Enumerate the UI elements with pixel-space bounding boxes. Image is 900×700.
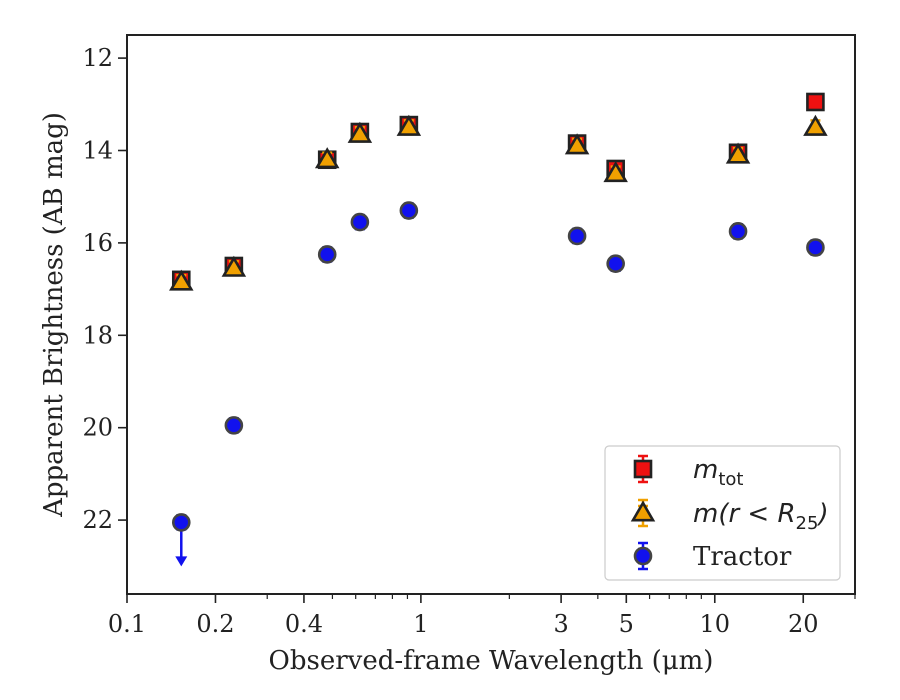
x-tick-label: 1 — [413, 610, 428, 638]
x-tick-label: 10 — [700, 610, 731, 638]
data-point-triangle — [396, 114, 422, 136]
plot-frame — [126, 34, 856, 595]
data-point-circle — [728, 222, 748, 241]
data-point-circle — [224, 416, 244, 435]
legend-label: mtot — [693, 455, 743, 490]
y-tick-label: 22 — [82, 506, 113, 534]
data-point-circle — [317, 245, 337, 264]
y-tick-label: 18 — [82, 321, 113, 349]
legend-marker-circle — [633, 546, 653, 566]
data-point-triangle — [221, 255, 247, 277]
data-point-circle — [350, 212, 370, 232]
data-point-triangle — [603, 161, 628, 183]
x-tick-label: 0.1 — [108, 610, 146, 638]
y-axis-label: Apparent Brightness (AB mag) — [39, 112, 69, 518]
data-point-triangle — [725, 142, 751, 164]
x-tick-label: 3 — [553, 610, 568, 638]
upper-limit-arrow-head — [175, 556, 188, 567]
y-tick-label: 20 — [82, 414, 113, 442]
x-tick-label: 0.4 — [285, 610, 323, 638]
legend-marker-triangle — [630, 500, 656, 522]
data-point-triangle — [169, 269, 194, 291]
legend-label: m(r < R25) — [693, 499, 829, 534]
data-point-triangle — [314, 147, 340, 169]
x-tick-label: 5 — [619, 610, 634, 638]
x-tick-label: 20 — [788, 610, 819, 638]
legend-marker-square — [633, 459, 653, 479]
data-point-triangle — [347, 121, 373, 143]
data-point-triangle — [564, 133, 590, 155]
data-point-circle — [606, 254, 625, 273]
y-tick-label: 12 — [82, 44, 113, 72]
x-axis-label: Observed-frame Wavelength (μm) — [269, 646, 714, 676]
data-point-circle — [806, 238, 825, 257]
data-point-triangle — [803, 114, 828, 136]
data-point-circle — [171, 513, 191, 532]
y-tick-label: 14 — [82, 136, 113, 164]
legend-box — [604, 445, 841, 581]
data-point-square — [806, 92, 825, 112]
x-tick-label: 0.2 — [196, 610, 234, 638]
data-point-circle — [567, 226, 587, 246]
data-point-circle — [399, 201, 419, 220]
legend-label: Tractor — [693, 542, 792, 572]
y-tick-label: 16 — [82, 229, 113, 257]
